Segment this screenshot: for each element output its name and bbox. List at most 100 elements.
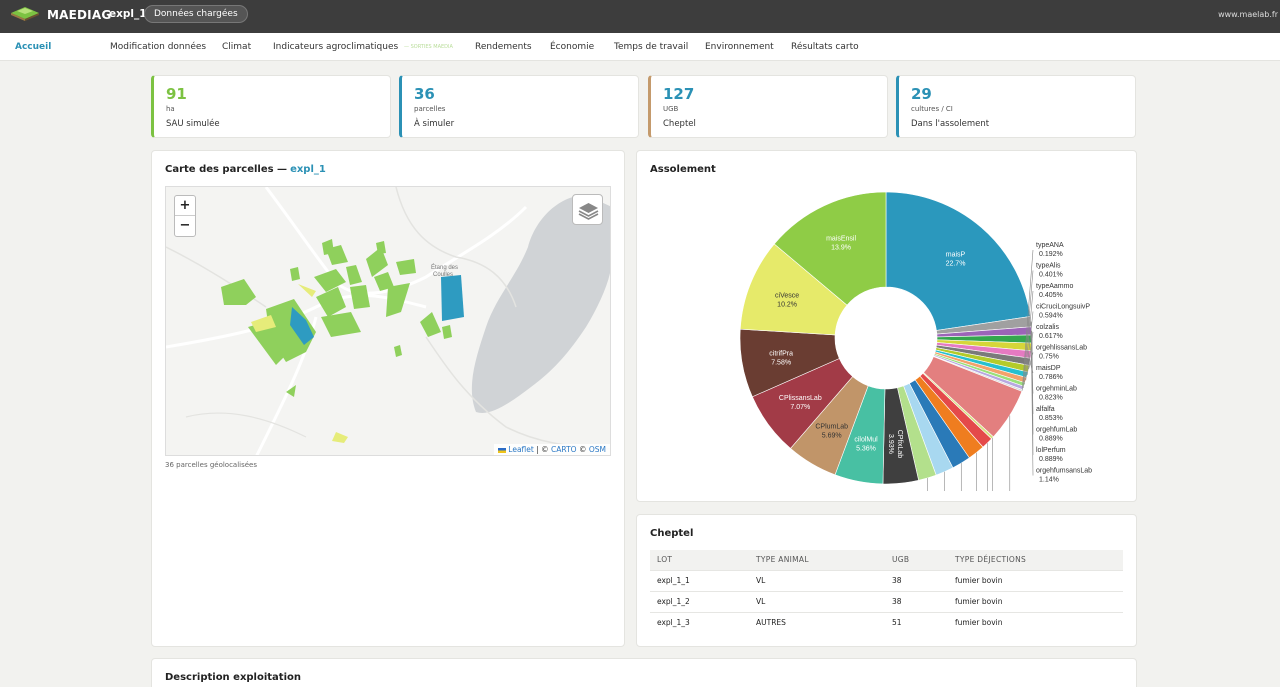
- cell-type-animal: VL: [749, 569, 885, 591]
- svg-text:Coulles: Coulles: [433, 272, 453, 278]
- slice-value: 0.401%: [1039, 272, 1063, 279]
- slice-label: CPlissansLab: [779, 395, 822, 402]
- cell-type-dejections: fumier bovin: [948, 611, 1123, 633]
- pie-slice-maisEnsil[interactable]: [773, 191, 887, 306]
- slice-label: orgehfumsansLab: [1036, 468, 1092, 475]
- slice-label: CPfixLab: [896, 430, 903, 459]
- table-header-row: LOT TYPE ANIMAL UGB TYPE DÉJECTIONS: [650, 550, 1123, 570]
- map-title: Carte des parcelles — expl_1: [165, 164, 326, 175]
- slice-value: 7.58%: [771, 360, 791, 367]
- kpi-value: 91: [166, 85, 187, 103]
- slice-label: orgehfumLab: [1036, 427, 1077, 434]
- zoom-out-button[interactable]: −: [179, 218, 191, 233]
- slice-value: 0.889%: [1039, 436, 1063, 443]
- pie-slice-maisP[interactable]: [885, 191, 1031, 331]
- map-title-link[interactable]: expl_1: [290, 164, 326, 175]
- slice-value: 0.617%: [1039, 333, 1063, 340]
- cell-lot: expl_1_3: [650, 611, 749, 633]
- slice-label: typeANA: [1036, 242, 1064, 249]
- slice-value: 0.823%: [1039, 395, 1063, 402]
- slice-value: 0.405%: [1039, 292, 1063, 299]
- kpi-label: Cheptel: [663, 119, 696, 129]
- slice-value: 3.93%: [887, 434, 894, 454]
- kpi-label: SAU simulée: [166, 119, 220, 129]
- col-ugb: UGB: [885, 550, 948, 570]
- slice-label: ciVesce: [775, 292, 799, 299]
- slice-value: 22.7%: [946, 260, 966, 267]
- map-note: 36 parcelles géolocalisées: [165, 461, 258, 469]
- map-title-text: Carte des parcelles —: [165, 164, 288, 175]
- col-type-animal: TYPE ANIMAL: [749, 550, 885, 570]
- tab-indicateurs-agroclimatiques[interactable]: Indicateurs agroclimatiques: [273, 42, 399, 52]
- cell-lot: expl_1_2: [650, 590, 749, 612]
- slice-label: colzalis: [1036, 324, 1059, 331]
- tab-modification-donnees[interactable]: Modification données: [110, 42, 207, 52]
- cheptel-title: Cheptel: [650, 528, 694, 539]
- layers-button[interactable]: [572, 194, 603, 225]
- cell-ugb: 51: [885, 611, 948, 633]
- slice-value: 13.9%: [831, 244, 851, 251]
- leader-line: [1021, 249, 1034, 391]
- tab-temps-de-travail[interactable]: Temps de travail: [614, 42, 689, 52]
- leader-line: [1022, 270, 1034, 389]
- slice-label: CPlumLab: [815, 424, 848, 431]
- main-nav: Accueil Modification données Climat Indi…: [0, 33, 1280, 61]
- parcel-map[interactable]: Étang des Coulles + − Leaflet | © CARTO …: [165, 186, 611, 456]
- slice-label: cilolMul: [854, 437, 878, 444]
- carto-link[interactable]: CARTO: [551, 445, 577, 454]
- place-label: Étang des: [431, 264, 458, 271]
- top-bar: MAEDIAG expl_1 Données chargées www.mael…: [0, 0, 1280, 33]
- slice-label: typeAlis: [1036, 263, 1061, 270]
- slice-label: orgehminLab: [1036, 386, 1077, 393]
- slice-label: lolPerfum: [1036, 447, 1066, 454]
- tab-resultats-carto[interactable]: Résultats carto: [791, 42, 859, 52]
- leaflet-link[interactable]: Leaflet: [508, 445, 534, 454]
- slice-label: orgehlissansLab: [1036, 345, 1087, 352]
- cell-ugb: 38: [885, 569, 948, 591]
- attrib-sep: ©: [578, 445, 587, 454]
- kpi-value: 36: [414, 85, 435, 103]
- tab-economie[interactable]: Économie: [550, 42, 595, 52]
- kpi-unit: cultures / CI: [911, 105, 953, 113]
- slice-value: 1.14%: [1039, 477, 1059, 484]
- logo-icon: [11, 7, 39, 21]
- tab-climat[interactable]: Climat: [222, 42, 252, 52]
- leader-line: [1030, 321, 1034, 476]
- cell-type-dejections: fumier bovin: [948, 569, 1123, 591]
- slice-label: citrifPra: [769, 351, 793, 358]
- col-lot: LOT: [650, 550, 749, 570]
- site-link[interactable]: www.maelab.fr: [1218, 10, 1278, 19]
- tab-rendements[interactable]: Rendements: [475, 42, 532, 52]
- cell-type-dejections: fumier bovin: [948, 590, 1123, 612]
- map-attribution: Leaflet | © CARTO © OSM: [493, 444, 610, 455]
- kpi-value: 127: [663, 85, 695, 103]
- slice-value: 0.192%: [1039, 251, 1063, 258]
- slice-label: typeAammo: [1036, 283, 1073, 290]
- table-row: expl_1_1 VL 38 fumier bovin: [650, 569, 1123, 591]
- slice-value: 0.786%: [1039, 374, 1063, 381]
- nav-section-divider: — SORTIES MAEDIA: [404, 44, 453, 50]
- zoom-control: + −: [174, 195, 196, 237]
- kpi-label: À simuler: [414, 119, 455, 129]
- ukraine-flag-icon: [497, 447, 506, 453]
- slice-value: 7.07%: [790, 404, 810, 411]
- app-brand: MAEDIAG: [47, 8, 112, 22]
- leader-line: [1025, 311, 1034, 381]
- status-pill: Données chargées: [144, 5, 248, 23]
- kpi-card-parcelles: 36 parcelles À simuler: [399, 75, 639, 138]
- osm-link[interactable]: OSM: [588, 445, 606, 454]
- zoom-in-button[interactable]: +: [175, 196, 195, 216]
- tab-environnement[interactable]: Environnement: [705, 42, 774, 52]
- kpi-unit: ha: [166, 105, 175, 113]
- slice-value: 0.853%: [1039, 415, 1063, 422]
- tab-accueil[interactable]: Accueil: [15, 42, 52, 52]
- parcels-layer: [221, 239, 452, 397]
- table-row: expl_1_3 AUTRES 51 fumier bovin: [650, 611, 1123, 633]
- map-tiles: Étang des Coulles: [166, 187, 610, 455]
- slice-value: 10.2%: [777, 301, 797, 308]
- kpi-value: 29: [911, 85, 932, 103]
- layers-icon: [578, 203, 599, 220]
- cell-lot: expl_1_1: [650, 569, 749, 591]
